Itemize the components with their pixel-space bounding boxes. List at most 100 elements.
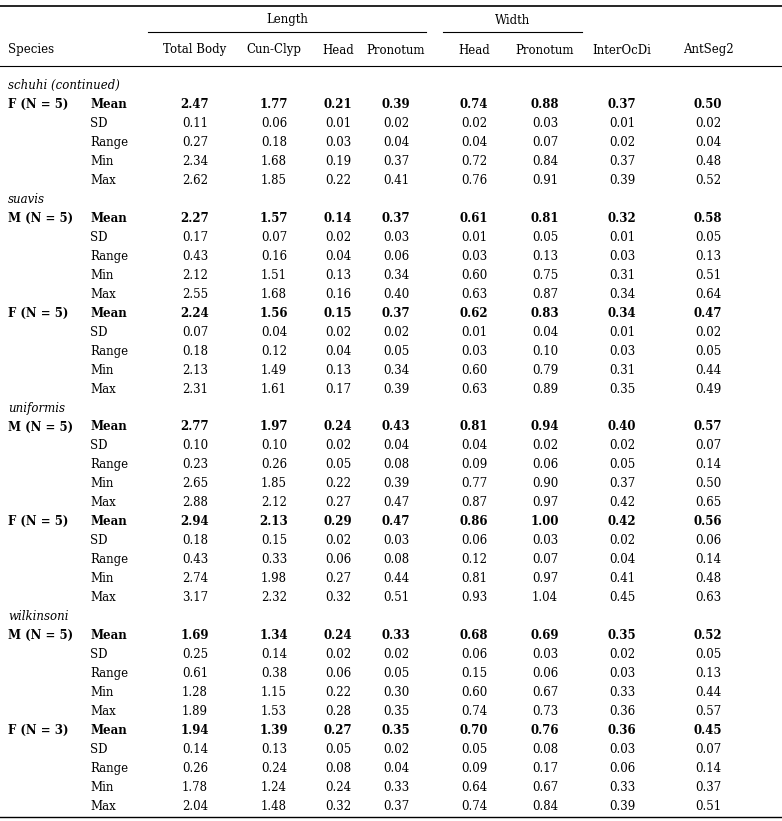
Text: Min: Min	[90, 477, 113, 490]
Text: Length: Length	[266, 13, 308, 26]
Text: F (N = 3): F (N = 3)	[8, 724, 69, 737]
Text: 0.04: 0.04	[383, 135, 409, 149]
Text: 0.48: 0.48	[695, 155, 721, 167]
Text: 0.62: 0.62	[460, 306, 488, 319]
Text: 0.91: 0.91	[532, 174, 558, 187]
Text: 0.32: 0.32	[608, 212, 637, 225]
Text: Mean: Mean	[90, 516, 127, 529]
Text: 0.68: 0.68	[460, 629, 488, 642]
Text: 0.01: 0.01	[609, 117, 635, 130]
Text: 0.01: 0.01	[461, 231, 487, 244]
Text: Mean: Mean	[90, 724, 127, 737]
Text: 0.02: 0.02	[609, 534, 635, 548]
Text: 0.02: 0.02	[325, 534, 351, 548]
Text: 0.13: 0.13	[695, 667, 721, 680]
Text: 0.89: 0.89	[532, 383, 558, 396]
Text: 0.64: 0.64	[695, 287, 721, 300]
Text: 0.03: 0.03	[325, 135, 351, 149]
Text: 0.03: 0.03	[383, 231, 409, 244]
Text: 0.35: 0.35	[609, 383, 635, 396]
Text: 0.27: 0.27	[182, 135, 208, 149]
Text: Range: Range	[90, 135, 128, 149]
Text: 0.39: 0.39	[383, 477, 409, 490]
Text: 0.37: 0.37	[383, 155, 409, 167]
Text: SD: SD	[90, 648, 107, 661]
Text: 0.52: 0.52	[695, 174, 721, 187]
Text: 0.32: 0.32	[325, 800, 351, 813]
Text: 0.24: 0.24	[325, 781, 351, 794]
Text: 0.23: 0.23	[182, 458, 208, 471]
Text: 0.13: 0.13	[325, 268, 351, 282]
Text: 1.97: 1.97	[260, 420, 289, 433]
Text: 0.37: 0.37	[608, 98, 637, 111]
Text: 0.43: 0.43	[382, 420, 411, 433]
Text: 0.35: 0.35	[383, 705, 409, 718]
Text: 0.22: 0.22	[325, 174, 351, 187]
Text: 0.02: 0.02	[461, 117, 487, 130]
Text: 0.51: 0.51	[695, 800, 721, 813]
Text: suavis: suavis	[8, 193, 45, 206]
Text: 2.77: 2.77	[181, 420, 210, 433]
Text: 0.64: 0.64	[461, 781, 487, 794]
Text: 0.19: 0.19	[325, 155, 351, 167]
Text: 0.04: 0.04	[325, 250, 351, 263]
Text: Max: Max	[90, 383, 116, 396]
Text: 0.44: 0.44	[695, 686, 721, 699]
Text: 0.87: 0.87	[532, 287, 558, 300]
Text: 1.49: 1.49	[261, 364, 287, 377]
Text: 0.02: 0.02	[325, 439, 351, 452]
Text: 0.28: 0.28	[325, 705, 351, 718]
Text: Min: Min	[90, 781, 113, 794]
Text: 0.56: 0.56	[694, 516, 723, 529]
Text: Pronotum: Pronotum	[367, 44, 425, 57]
Text: 0.14: 0.14	[261, 648, 287, 661]
Text: 0.03: 0.03	[461, 345, 487, 358]
Text: 0.60: 0.60	[461, 268, 487, 282]
Text: 0.37: 0.37	[609, 155, 635, 167]
Text: 1.57: 1.57	[260, 212, 289, 225]
Text: 1.51: 1.51	[261, 268, 287, 282]
Text: 0.86: 0.86	[460, 516, 488, 529]
Text: 0.39: 0.39	[383, 383, 409, 396]
Text: 0.69: 0.69	[531, 629, 559, 642]
Text: Max: Max	[90, 287, 116, 300]
Text: 0.47: 0.47	[694, 306, 723, 319]
Text: 0.67: 0.67	[532, 781, 558, 794]
Text: 0.87: 0.87	[461, 497, 487, 509]
Text: 0.22: 0.22	[325, 686, 351, 699]
Text: InterOcDi: InterOcDi	[593, 44, 651, 57]
Text: 2.65: 2.65	[182, 477, 208, 490]
Text: 0.05: 0.05	[383, 667, 409, 680]
Text: 0.63: 0.63	[461, 287, 487, 300]
Text: 0.79: 0.79	[532, 364, 558, 377]
Text: 0.27: 0.27	[325, 497, 351, 509]
Text: 0.13: 0.13	[532, 250, 558, 263]
Text: 1.56: 1.56	[260, 306, 289, 319]
Text: 0.15: 0.15	[324, 306, 352, 319]
Text: M (N = 5): M (N = 5)	[8, 420, 74, 433]
Text: 0.33: 0.33	[261, 553, 287, 566]
Text: 0.60: 0.60	[461, 364, 487, 377]
Text: 0.05: 0.05	[695, 231, 721, 244]
Text: 0.22: 0.22	[325, 477, 351, 490]
Text: Max: Max	[90, 174, 116, 187]
Text: 0.04: 0.04	[609, 553, 635, 566]
Text: Width: Width	[495, 13, 530, 26]
Text: 0.02: 0.02	[325, 648, 351, 661]
Text: 0.06: 0.06	[325, 667, 351, 680]
Text: 1.04: 1.04	[532, 591, 558, 604]
Text: 0.10: 0.10	[182, 439, 208, 452]
Text: 2.27: 2.27	[181, 212, 210, 225]
Text: 0.39: 0.39	[609, 174, 635, 187]
Text: 2.04: 2.04	[182, 800, 208, 813]
Text: 0.02: 0.02	[325, 231, 351, 244]
Text: Min: Min	[90, 572, 113, 585]
Text: 1.39: 1.39	[260, 724, 289, 737]
Text: 1.68: 1.68	[261, 287, 287, 300]
Text: 2.32: 2.32	[261, 591, 287, 604]
Text: 0.07: 0.07	[182, 326, 208, 338]
Text: 1.77: 1.77	[260, 98, 289, 111]
Text: 2.31: 2.31	[182, 383, 208, 396]
Text: 0.63: 0.63	[695, 591, 721, 604]
Text: Pronotum: Pronotum	[516, 44, 574, 57]
